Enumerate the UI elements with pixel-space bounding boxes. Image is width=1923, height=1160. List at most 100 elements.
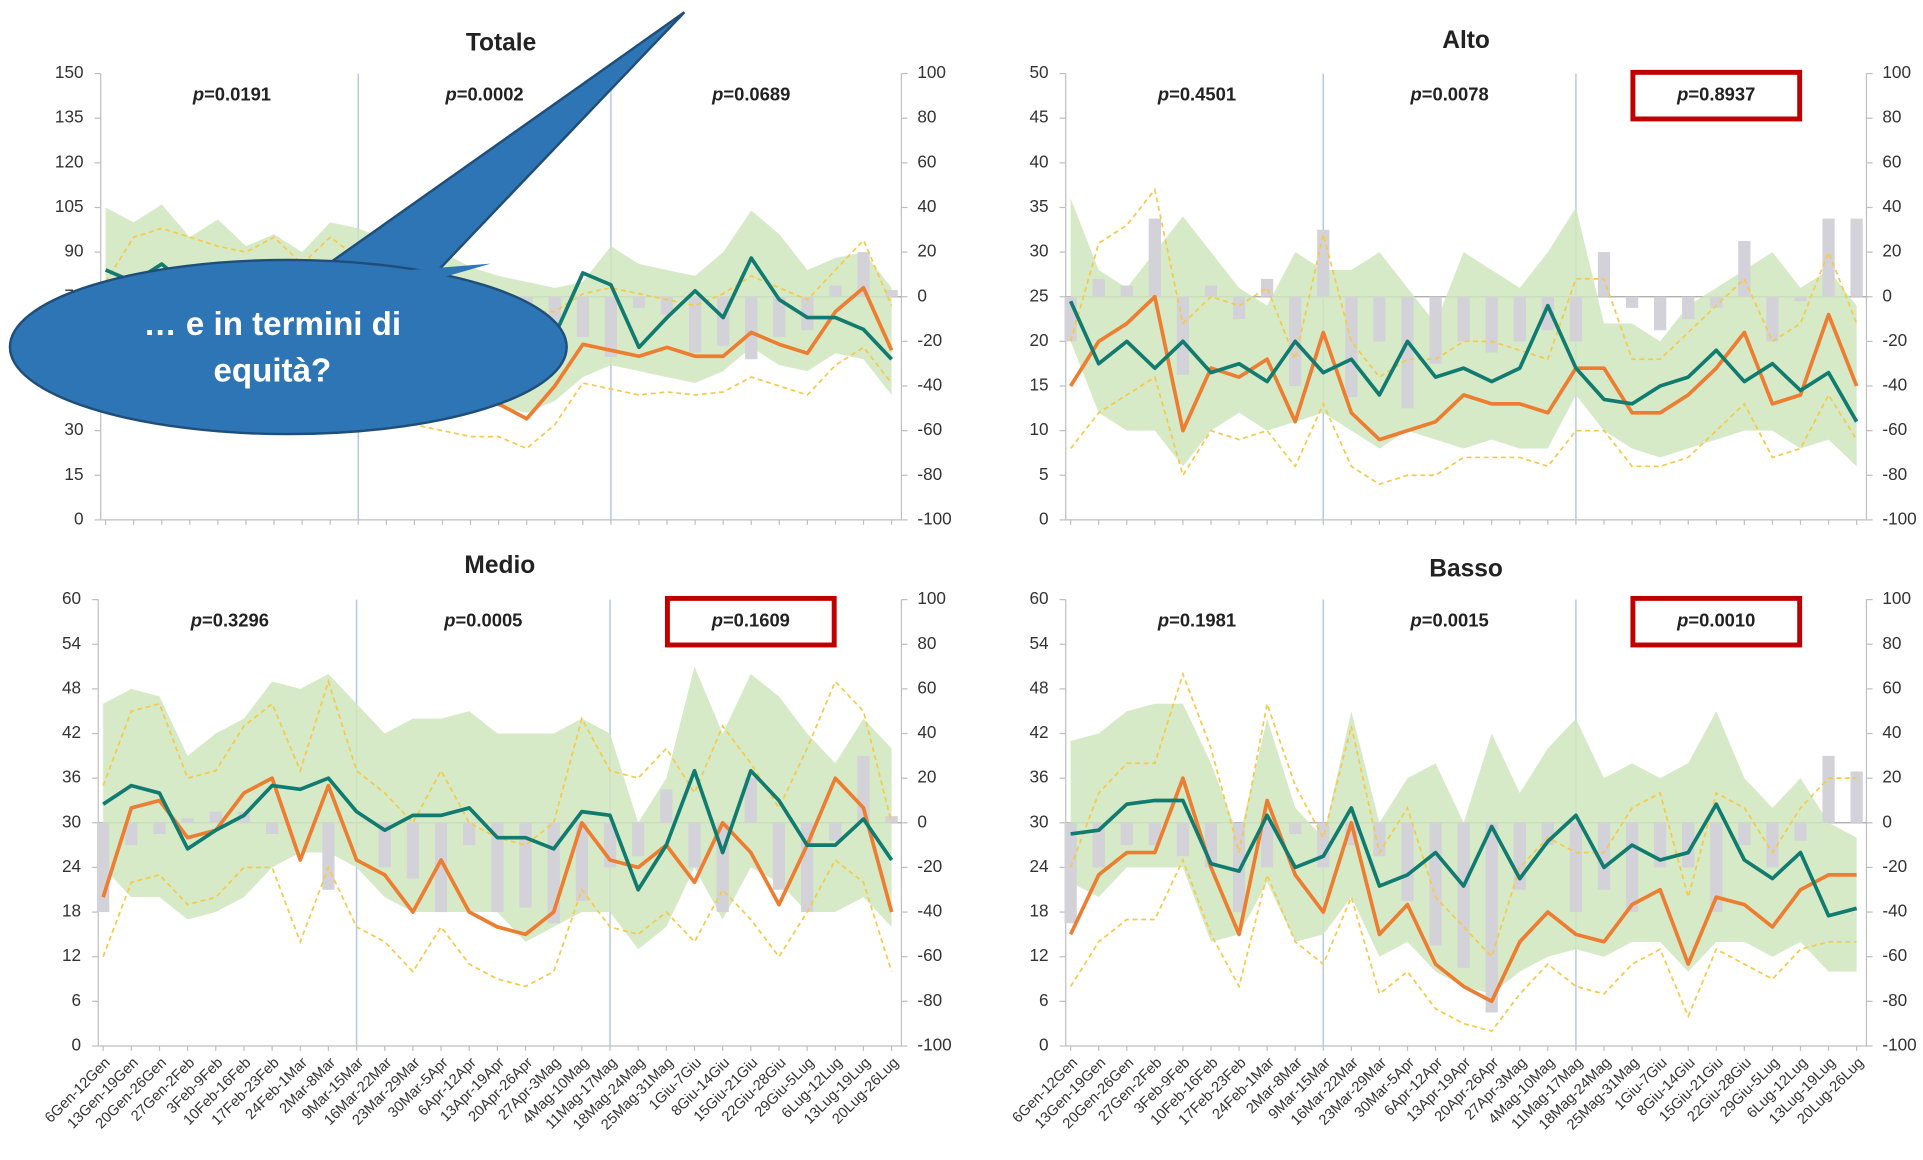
- bar: [632, 822, 645, 857]
- bar: [1513, 296, 1526, 342]
- highlight-box: [1630, 69, 1803, 122]
- y-tick-label: 36: [62, 767, 81, 787]
- y2-tick-label: 60: [1882, 677, 1901, 697]
- y2-tick-label: 40: [1882, 722, 1901, 742]
- p-value: p=0.0191: [192, 84, 271, 105]
- chart-panel: Medio 0 6 12 18 24 30 36 42 48 54 60 -100 -80 -60 -40 -2…: [42, 552, 951, 1133]
- y2-tick-label: 0: [917, 811, 927, 831]
- chart-title: Medio: [464, 552, 535, 579]
- bar: [1401, 296, 1414, 409]
- bar: [688, 296, 702, 353]
- bar: [1850, 218, 1863, 297]
- callout-text: … e in termini di: [144, 306, 401, 343]
- p-value: p=0.0005: [443, 610, 522, 631]
- y2-tick-label: -20: [1882, 856, 1907, 876]
- bar: [1569, 296, 1583, 342]
- highlight-box: [664, 595, 837, 648]
- bar: [1710, 296, 1723, 308]
- bar: [1429, 296, 1442, 364]
- p-value: p=0.0689: [711, 84, 790, 105]
- series-layer: [97, 666, 898, 988]
- bar: [576, 296, 589, 337]
- bar: [181, 818, 194, 823]
- y2-tick-label: 80: [1882, 107, 1901, 127]
- p-value: p=0.0010: [1676, 610, 1755, 631]
- y2-tick-label: 20: [917, 767, 936, 787]
- y-tick-label: 15: [1029, 375, 1048, 395]
- bar: [97, 822, 110, 913]
- bar: [1204, 285, 1218, 297]
- y2-tick-label: 0: [917, 285, 927, 305]
- bar: [434, 822, 448, 913]
- bar: [885, 816, 898, 823]
- bar: [1822, 218, 1835, 297]
- bar: [1176, 822, 1190, 857]
- y-tick-label: 60: [62, 588, 81, 608]
- p-value: p=0.3296: [190, 610, 269, 631]
- bar: [660, 296, 674, 315]
- y-tick-label: 15: [64, 464, 83, 484]
- bar: [1064, 822, 1077, 924]
- y2-tick-label: 60: [917, 151, 936, 171]
- bar: [604, 296, 618, 358]
- dashed-bound: [105, 346, 893, 450]
- bar: [1317, 229, 1330, 297]
- bar: [1710, 822, 1723, 913]
- callout-tail-join: [321, 263, 491, 283]
- bar: [1457, 822, 1470, 968]
- y2-tick-label: 40: [917, 196, 936, 216]
- y-tick-label: 6: [72, 990, 82, 1010]
- bar: [1232, 296, 1246, 320]
- bar: [632, 296, 646, 308]
- bar: [1373, 822, 1386, 857]
- line: [1068, 776, 1857, 1004]
- line: [102, 768, 894, 892]
- y-tick-label: 60: [1029, 588, 1048, 608]
- dashed-bound: [1069, 671, 1857, 959]
- y-tick-label: 12: [62, 945, 81, 965]
- chart-panel: Alto 0 5 10 15 20 25 30 35 40 45 50 -100 -80 -60 -40 -20…: [1029, 27, 1916, 528]
- p-value: p=0.4501: [1157, 84, 1236, 105]
- y2-tick-label: -80: [1882, 990, 1907, 1010]
- bar: [548, 296, 561, 324]
- bar: [829, 822, 842, 841]
- y-tick-label: 5: [1039, 464, 1049, 484]
- bar: [829, 285, 842, 297]
- series-layer: [1064, 671, 1863, 1033]
- callout: … e in termini di equità?: [8, 11, 686, 436]
- bar: [1794, 822, 1807, 841]
- y-tick-label: 54: [62, 633, 82, 653]
- bar: [1261, 278, 1274, 297]
- y2-tick-label: -20: [1882, 330, 1907, 350]
- bar: [153, 822, 166, 834]
- bar: [1485, 822, 1498, 1013]
- line: [1069, 294, 1859, 442]
- y2-tick-label: 100: [917, 588, 946, 608]
- y2-tick-label: -60: [1882, 945, 1907, 965]
- y2-tick-label: -20: [917, 330, 942, 350]
- bar: [1654, 822, 1667, 868]
- y-tick-label: 20: [1029, 330, 1048, 350]
- y2-tick-label: -40: [917, 375, 942, 395]
- bar: [1176, 296, 1190, 375]
- y-tick-label: 12: [1029, 945, 1048, 965]
- bar: [1485, 296, 1498, 353]
- bar: [1261, 822, 1274, 868]
- y2-tick-label: -80: [917, 990, 942, 1010]
- bar: [406, 822, 420, 879]
- y-tick-label: 36: [1029, 767, 1048, 787]
- p-value: p=0.0015: [1410, 610, 1489, 631]
- line: [1070, 798, 1858, 918]
- y-tick-label: 24: [1029, 856, 1049, 876]
- p-value: p=0.1981: [1157, 610, 1236, 631]
- y2-tick-label: -80: [917, 464, 942, 484]
- y2-tick-label: -60: [1882, 419, 1907, 439]
- y-tick-label: 40: [1029, 151, 1048, 171]
- y-tick-label: 0: [1039, 508, 1049, 528]
- bar: [575, 822, 588, 901]
- bar: [125, 822, 138, 846]
- bar: [1092, 278, 1105, 297]
- highlight-box: [1630, 595, 1803, 648]
- bar: [1766, 296, 1779, 342]
- callout-text: equità?: [214, 353, 332, 390]
